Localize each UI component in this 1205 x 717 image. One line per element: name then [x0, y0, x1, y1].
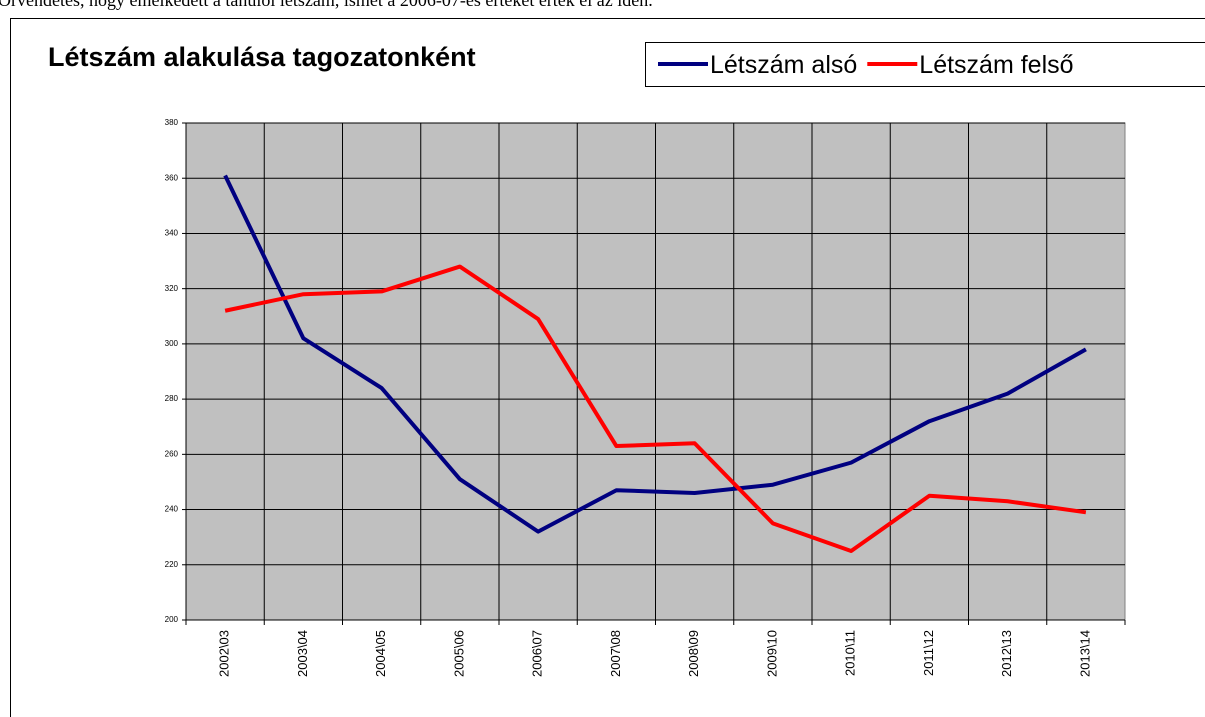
series-line	[224, 264, 1087, 553]
x-tick-label: 2006\07	[530, 630, 545, 677]
x-tick-label: 2012\13	[999, 630, 1014, 677]
y-tick-label: 200	[165, 615, 179, 624]
legend	[645, 42, 1205, 87]
x-tick-label: 2011\12	[921, 630, 936, 676]
y-tick-label: 320	[165, 284, 179, 293]
chart-title: Létszám alakulása tagozatonként	[48, 42, 476, 72]
x-tick-label: 2013\14	[1077, 630, 1092, 677]
x-tick-label: 2004\05	[373, 630, 388, 677]
y-tick-label: 340	[165, 229, 179, 238]
y-tick-label: 380	[165, 118, 179, 127]
x-tick-label: 2002\03	[217, 630, 232, 677]
x-tick-label: 2003\04	[295, 630, 310, 677]
legend-label: Létszám felső	[919, 51, 1073, 79]
legend-label: Létszám alsó	[710, 51, 857, 79]
x-tick-label: 2005\06	[451, 630, 466, 677]
x-tick-label: 2010\11	[843, 630, 858, 676]
y-tick-label: 220	[165, 560, 179, 569]
caption: Örvendetes, hogy emelkedett a tanulói lé…	[0, 0, 653, 10]
y-tick-label: 240	[165, 505, 179, 514]
x-tick-label: 2008\09	[686, 630, 701, 677]
y-tick-label: 360	[165, 173, 179, 182]
y-tick-label: 280	[165, 394, 179, 403]
series-line	[223, 174, 1087, 534]
y-tick-label: 300	[165, 339, 179, 348]
x-tick-label: 2009\10	[764, 630, 779, 677]
x-tick-label: 2007\08	[608, 630, 623, 677]
y-tick-label: 260	[165, 449, 179, 458]
